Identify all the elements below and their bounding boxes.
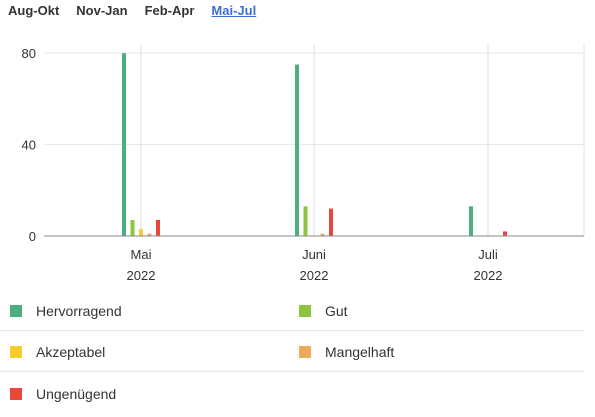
legend-label: Mangelhaft <box>325 344 395 360</box>
legend-item-hervorragend[interactable]: Hervorragend <box>10 303 122 319</box>
legend-label: Gut <box>325 303 348 319</box>
legend-swatch <box>10 346 22 358</box>
legend-swatch <box>10 305 22 317</box>
legend-row: Akzeptabel Mangelhaft <box>0 330 584 372</box>
bar-chart: 0 40 80 Mai 2022 Juni 2022 Juli 2022 <box>22 44 585 283</box>
bar-ungenügend <box>156 220 160 236</box>
bar-gut <box>303 206 308 236</box>
tab-mai-jul[interactable]: Mai-Jul <box>211 3 257 18</box>
legend-label: Hervorragend <box>36 303 122 319</box>
legend-label: Akzeptabel <box>36 344 106 360</box>
x-tick-label-month: Juli <box>478 247 498 262</box>
legend-swatch <box>299 305 311 317</box>
bar-akzeptabel <box>139 229 143 236</box>
x-tick-label-year: 2022 <box>474 268 503 283</box>
legend-item-akzeptabel[interactable]: Akzeptabel <box>10 344 105 360</box>
tab-nov-jan[interactable]: Nov-Jan <box>76 3 128 18</box>
y-tick-label: 40 <box>22 138 36 153</box>
legend-swatch <box>10 388 22 400</box>
tab-aug-okt[interactable]: Aug-Okt <box>8 3 60 18</box>
legend-item-gut[interactable]: Gut <box>299 303 348 319</box>
bar-gut <box>130 220 135 236</box>
legend-label: Ungenügend <box>36 386 117 402</box>
x-tick-label-year: 2022 <box>127 268 156 283</box>
x-tick-label-month: Mai <box>131 247 152 262</box>
x-tick-label-year: 2022 <box>300 268 329 283</box>
bar-mangelhaft <box>320 233 325 236</box>
bar-mangelhaft <box>147 233 152 236</box>
x-tick-label-month: Juni <box>302 247 326 262</box>
bar-hervorragend <box>122 53 126 237</box>
period-tabs: Aug-Okt Nov-Jan Feb-Apr Mai-Jul <box>8 2 273 22</box>
legend-swatch <box>299 346 311 358</box>
legend-item-ungenuegend[interactable]: Ungenügend <box>10 386 116 402</box>
y-tick-label: 80 <box>22 46 36 61</box>
legend-item-mangelhaft[interactable]: Mangelhaft <box>299 344 394 360</box>
legend-row: Hervorragend Gut <box>0 289 584 331</box>
y-tick-label: 0 <box>29 229 36 244</box>
tab-feb-apr[interactable]: Feb-Apr <box>144 3 195 18</box>
bar-hervorragend <box>295 64 299 236</box>
bar-ungenügend <box>503 231 507 236</box>
legend-row: Ungenügend <box>0 372 584 413</box>
bar-hervorragend <box>469 206 473 236</box>
bar-ungenügend <box>329 208 333 236</box>
